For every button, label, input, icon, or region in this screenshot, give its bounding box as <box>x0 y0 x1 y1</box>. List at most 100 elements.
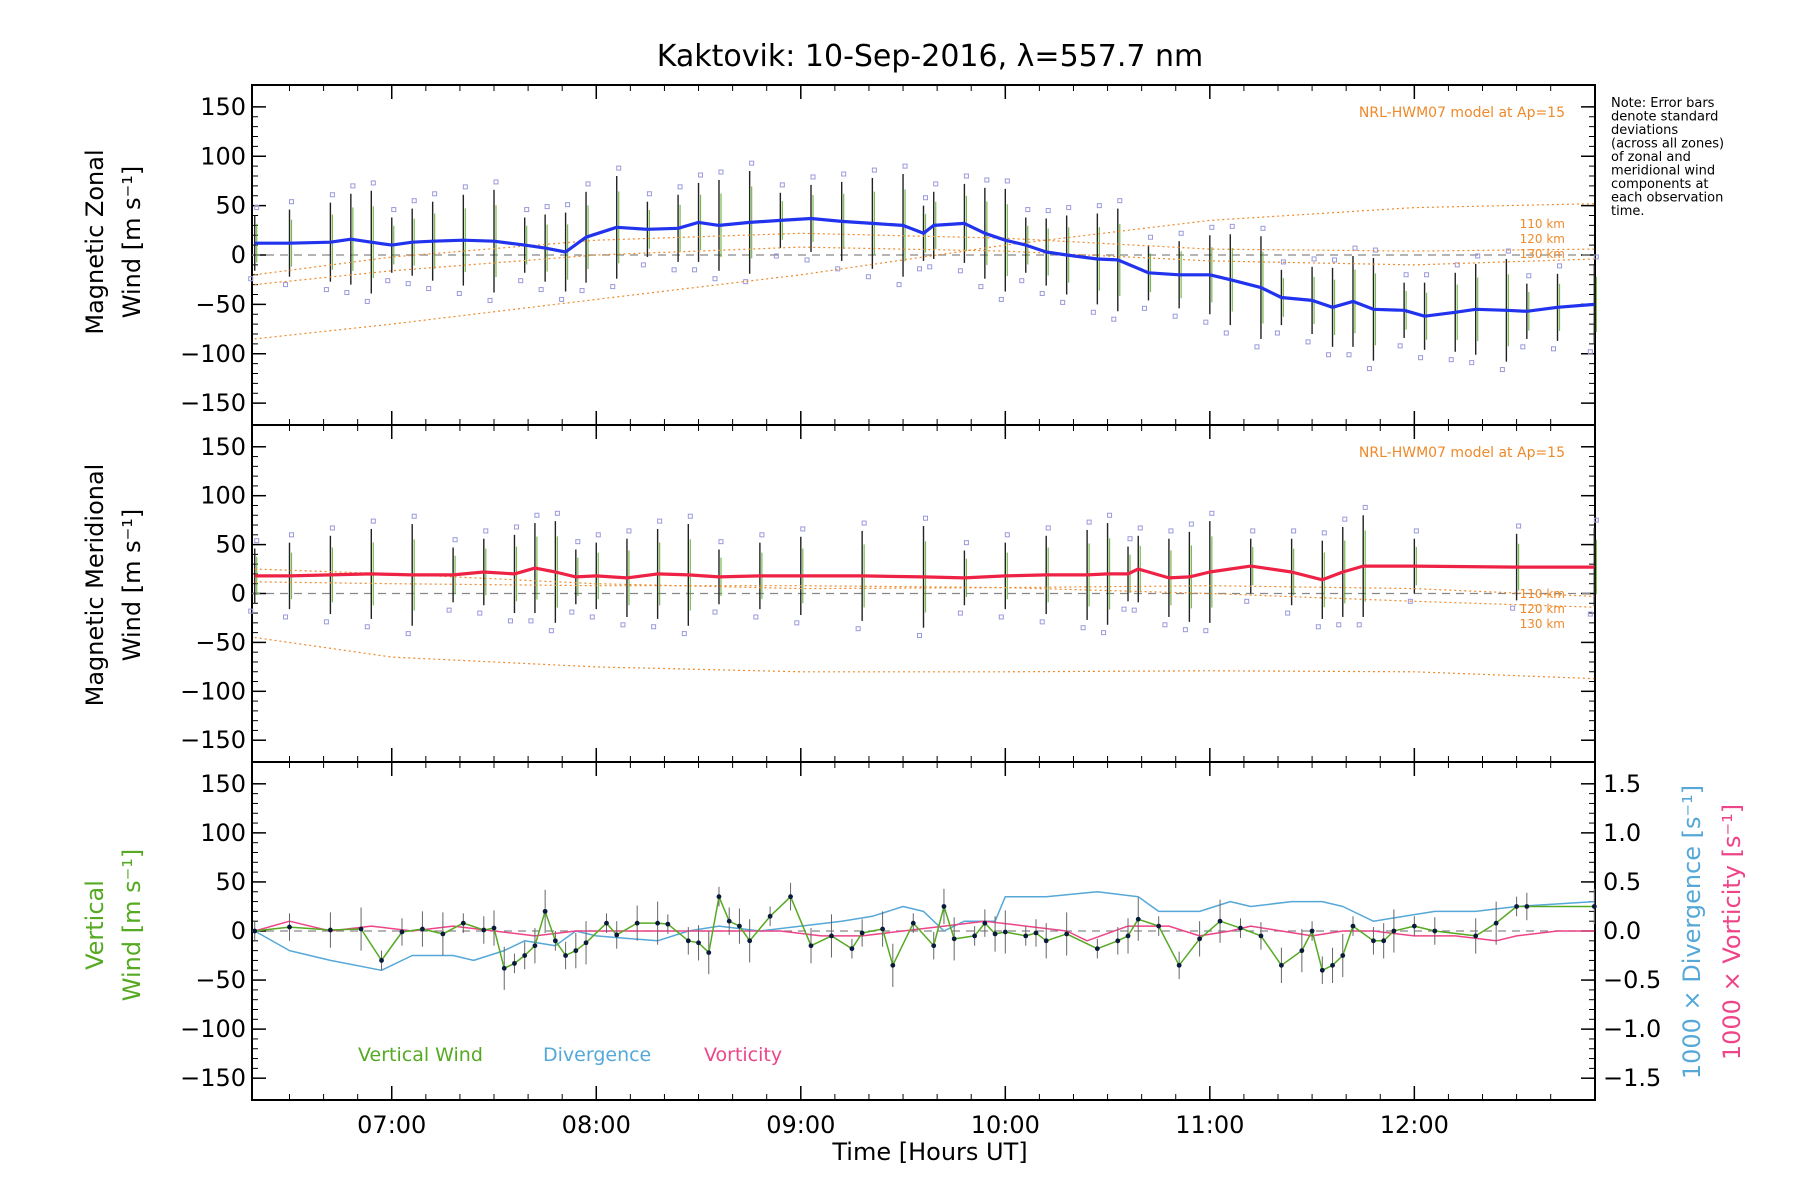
zone-box <box>794 620 800 626</box>
y-tick-label: 50 <box>215 192 246 220</box>
meridional-ylabel-line-1: Magnetic Meridional <box>81 464 109 707</box>
zone-box <box>773 253 779 259</box>
vertical-wind-point <box>910 920 916 926</box>
zone-box <box>248 276 254 282</box>
y-tick-label: −50 <box>195 628 246 656</box>
zone-box <box>370 180 376 186</box>
zone-box <box>548 628 554 634</box>
zone-box <box>712 276 718 282</box>
vertical-wind-point <box>1115 938 1121 944</box>
zone-box <box>1111 316 1117 322</box>
vertical-wind-point <box>1340 953 1346 958</box>
zone-box <box>329 192 335 198</box>
vertical-wind-point <box>634 920 640 926</box>
vertical-wind-point <box>501 965 507 971</box>
zone-box <box>718 169 724 175</box>
altitude-label: 110 km <box>1520 217 1565 231</box>
vertical-wind-point <box>358 926 364 932</box>
zone-box <box>1352 245 1358 251</box>
y-tick-label: −100 <box>180 340 246 368</box>
zone-box <box>957 610 963 616</box>
zone-box <box>1593 254 1599 260</box>
y-tick-label: 100 <box>200 819 246 847</box>
zone-box <box>1141 305 1147 311</box>
altitude-label: 120 km <box>1520 232 1565 246</box>
zone-box <box>1250 528 1256 534</box>
note-line: denote standard <box>1611 110 1718 125</box>
vertical-wind-point <box>1391 928 1397 934</box>
zone-box <box>1362 504 1368 510</box>
vertical-wind-point <box>1279 962 1284 968</box>
zone-box <box>804 257 810 263</box>
y-tick-label: −100 <box>180 677 246 705</box>
zone-box <box>364 298 370 304</box>
vertical-wind-point <box>829 933 834 939</box>
zone-box <box>350 183 356 189</box>
zone-box <box>370 518 376 524</box>
vertical-wind-point <box>1299 948 1305 954</box>
zone-box <box>692 267 698 273</box>
x-tick-label: 09:00 <box>766 1111 835 1139</box>
zone-box <box>1131 607 1137 613</box>
zone-box <box>426 286 432 292</box>
zone-box <box>1516 523 1522 529</box>
model-curve <box>254 581 1595 608</box>
vertical-wind-point <box>747 938 753 944</box>
note-line: time. <box>1611 204 1645 219</box>
zone-box <box>554 510 560 516</box>
zone-box <box>1397 343 1403 349</box>
zone-box <box>687 513 693 519</box>
zone-box <box>456 291 462 297</box>
zone-box <box>1060 299 1066 305</box>
zone-box <box>1182 627 1188 633</box>
divergence-line <box>254 891 1595 972</box>
y-tick-label: −50 <box>195 290 246 318</box>
vertical-wind-point <box>1125 933 1131 939</box>
zone-box <box>1090 309 1096 315</box>
zone-box <box>865 274 871 280</box>
zone-box <box>1080 625 1086 631</box>
zone-box <box>646 191 652 197</box>
vertical-wind-point <box>1217 918 1223 924</box>
vertical-wind-point <box>532 943 538 949</box>
x-tick-label: 07:00 <box>357 1111 426 1139</box>
zone-box <box>1424 272 1430 278</box>
zone-box <box>1587 611 1593 617</box>
zone-box <box>698 172 704 178</box>
zone-box <box>1551 346 1557 352</box>
y-tick-label: 150 <box>200 770 246 798</box>
zone-box <box>800 526 806 532</box>
zone-box <box>1448 357 1454 363</box>
zone-box <box>1209 224 1215 230</box>
zone-box <box>841 171 847 177</box>
vertical-wind-point <box>1135 916 1141 922</box>
vertical-wind-point <box>1493 920 1499 926</box>
zone-box <box>446 607 452 613</box>
zone-box <box>477 610 483 616</box>
zone-box <box>288 199 294 205</box>
zone-box <box>1356 622 1362 628</box>
zone-box <box>282 282 288 288</box>
zone-box <box>1254 344 1260 350</box>
vertical-wind-point <box>460 920 466 926</box>
zone-box <box>1280 259 1286 265</box>
zone-box <box>855 626 861 632</box>
y-tick-label: −150 <box>180 389 246 417</box>
zone-box <box>1311 256 1317 262</box>
zone-box <box>248 608 254 614</box>
zone-box <box>957 268 963 274</box>
zone-box <box>902 163 908 169</box>
zone-box <box>559 296 565 302</box>
y-tick-label: −100 <box>180 1015 246 1043</box>
zone-box <box>1025 207 1031 213</box>
altitude-label: 120 km <box>1520 602 1565 616</box>
zone-box <box>452 537 458 543</box>
model-curve <box>254 246 1595 286</box>
zone-box <box>871 167 877 173</box>
vertical-wind-point <box>1023 933 1029 939</box>
zone-box <box>1469 360 1475 366</box>
zone-box <box>493 179 499 185</box>
zone-box <box>1407 598 1413 604</box>
zone-box <box>681 631 687 637</box>
